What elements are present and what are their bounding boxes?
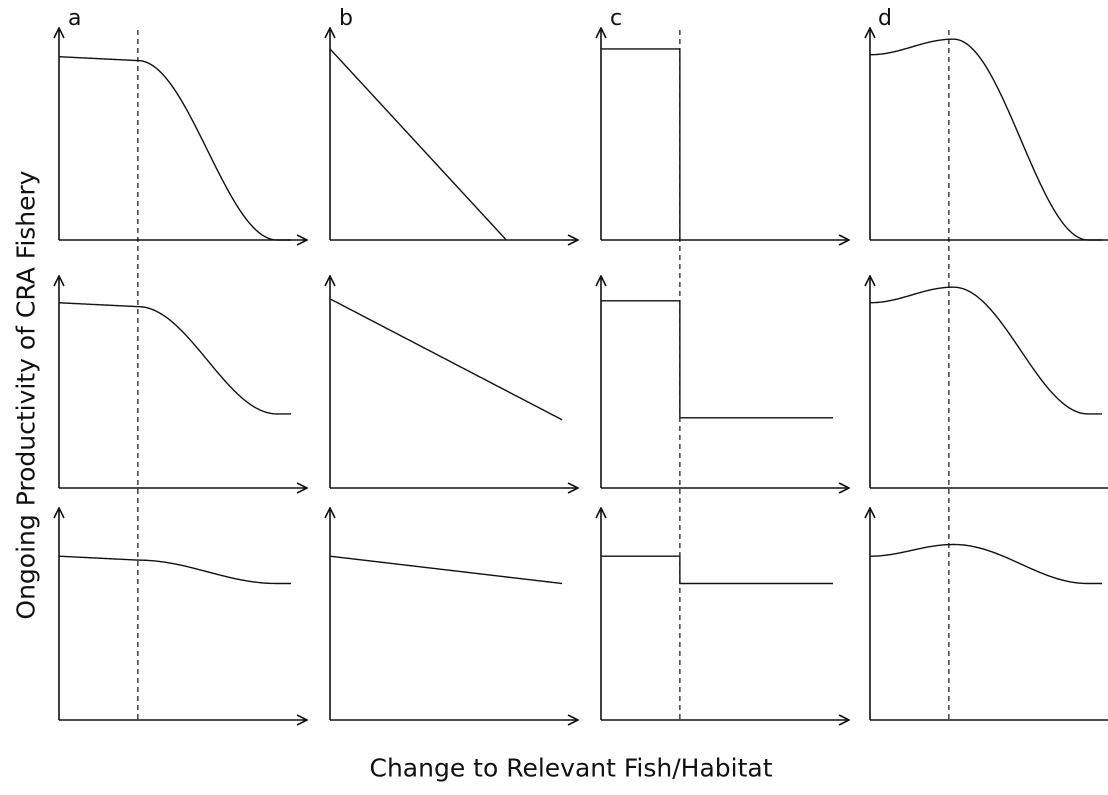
response-curve (58, 555, 291, 585)
x-axis-title: Change to Relevant Fish/Habitat (369, 753, 773, 783)
panel-r2c3 (870, 508, 1108, 720)
response-curve (329, 298, 563, 421)
panel-r2c2 (601, 508, 849, 720)
response-curve (329, 555, 563, 585)
response-curve (601, 555, 833, 585)
panel-label-c: c (610, 6, 623, 31)
panel-grid (59, 28, 1108, 720)
panel-r1c1 (330, 276, 578, 488)
response-curve (601, 48, 681, 240)
y-axis-title: Ongoing Productivity of CRA Fishery (11, 170, 41, 620)
panel-r2c1 (330, 508, 578, 720)
response-curve (58, 302, 291, 415)
response-curve (869, 286, 1102, 415)
response-curve (601, 300, 833, 419)
panel-label-b: b (339, 6, 353, 31)
panel-label-d: d (878, 6, 892, 31)
response-curve (329, 48, 507, 240)
response-curve (869, 38, 1102, 241)
response-curve (58, 56, 291, 241)
panel-b (330, 28, 578, 240)
panel-r1c3 (870, 276, 1108, 488)
panel-r2c0 (59, 508, 307, 720)
panel-d (870, 28, 1108, 240)
panel-r1c0 (59, 276, 307, 488)
panel-a (59, 28, 307, 240)
panel-label-a: a (68, 6, 82, 31)
response-curve (869, 543, 1102, 585)
panel-r1c2 (601, 276, 849, 488)
panel-c (601, 28, 849, 240)
